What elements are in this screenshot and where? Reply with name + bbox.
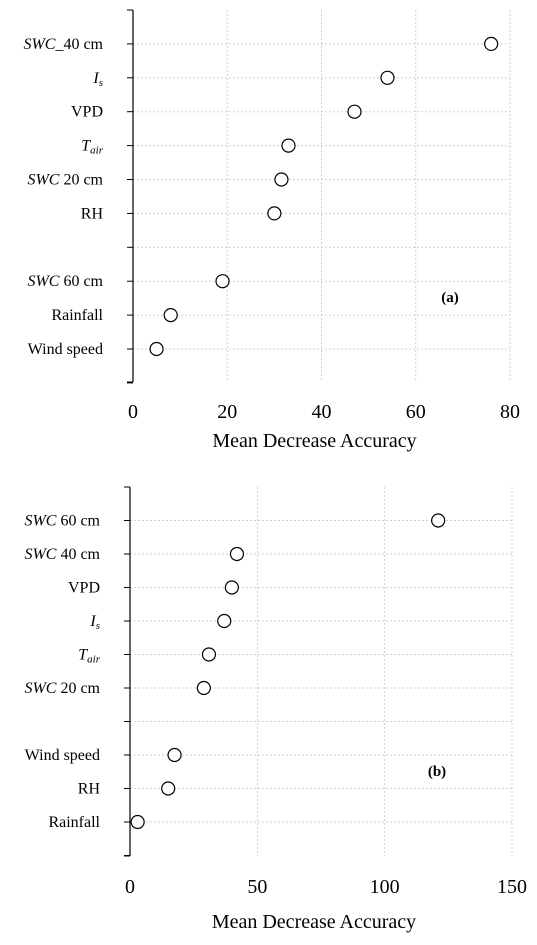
category-label: VPD: [71, 104, 103, 121]
x-tick-label: 150: [497, 876, 527, 898]
x-tick-label: 40: [312, 401, 332, 423]
category-label: SWC 20 cm: [27, 172, 103, 189]
data-point: [484, 36, 499, 52]
x-tick-label: 0: [128, 401, 138, 423]
x-tick-label: 0: [125, 876, 135, 898]
panel-label: (a): [441, 290, 459, 306]
data-point: [201, 647, 217, 662]
category-label: Tair: [78, 647, 100, 666]
data-point: [229, 546, 245, 562]
category-label: Rainfall: [51, 307, 103, 324]
x-tick-label: 80: [500, 401, 520, 423]
category-label: SWC 20 cm: [24, 680, 100, 697]
data-point: [274, 172, 289, 187]
category-label: VPD: [68, 580, 100, 597]
category-label: SWC 60 cm: [24, 513, 100, 530]
category-label: Wind speed: [28, 341, 103, 358]
x-tick-label: 60: [406, 401, 426, 423]
category-label: SWC 40 cm: [24, 546, 100, 563]
panel-b: SWC 60 cm SWC 40 cm VPD Is Tair SWC 20 cm Wind…: [24, 486, 527, 933]
data-point: [267, 206, 282, 221]
category-label: SWC 60 cm: [27, 273, 103, 290]
data-point: [215, 274, 230, 289]
data-point: [167, 747, 182, 763]
data-point: [224, 580, 239, 595]
x-tick-label: 100: [370, 876, 400, 898]
category-label: Is: [89, 613, 100, 632]
category-label: Is: [92, 70, 103, 89]
data-point: [161, 781, 176, 796]
data-point: [130, 814, 145, 830]
data-point: [431, 513, 446, 528]
x-tick-label: 20: [217, 401, 237, 423]
data-point: [281, 138, 296, 153]
category-label: RH: [78, 781, 101, 798]
panel-label: (b): [428, 764, 446, 780]
data-point: [347, 104, 362, 119]
category-label: Tair: [81, 138, 103, 157]
category-label: Rainfall: [48, 814, 100, 831]
data-point: [149, 341, 164, 357]
x-axis-title: Mean Decrease Accuracy: [212, 911, 416, 933]
data-point: [163, 308, 178, 323]
data-point: [217, 613, 232, 629]
category-label: SWC_40 cm: [23, 36, 103, 53]
data-point: [196, 680, 211, 696]
panel-a: SWC_40 cm Is VPD Tair SWC 20 cm RH SWC 60 cm Ra…: [23, 9, 520, 452]
x-tick-label: 50: [247, 876, 267, 898]
category-label: RH: [81, 205, 104, 222]
x-axis-title: Mean Decrease Accuracy: [212, 430, 416, 452]
data-point: [380, 70, 395, 85]
category-label: Wind speed: [25, 747, 100, 764]
